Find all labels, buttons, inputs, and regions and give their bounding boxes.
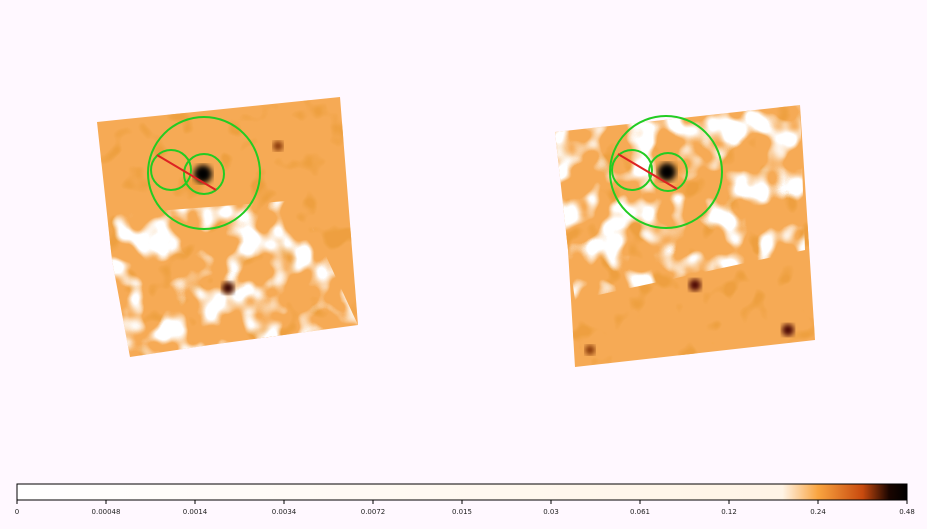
colorbar-tick-label: 0.0034: [272, 508, 297, 516]
colorbar-tick-label: 0.0014: [183, 508, 208, 516]
colorbar-tick-label: 0.03: [543, 508, 559, 516]
left-image: [97, 97, 358, 357]
colorbar-tick-label: 0.48: [899, 508, 915, 516]
colorbar: 0 0.00048 0.0014 0.0034 0.0072 0.015 0.03 0.061…: [15, 483, 915, 516]
colorbar-tick-label: 0.24: [810, 508, 826, 516]
colorbar-tick-label: 0: [15, 508, 19, 516]
colorbar-tick-label: 0.12: [721, 508, 737, 516]
colorbar-tick-label: 0.015: [452, 508, 472, 516]
colorbar-tick-label: 0.0072: [361, 508, 386, 516]
colorbar-tick-label: 0.061: [630, 508, 650, 516]
right-image: [555, 105, 815, 367]
colorbar-tick-label: 0.00048: [92, 508, 121, 516]
